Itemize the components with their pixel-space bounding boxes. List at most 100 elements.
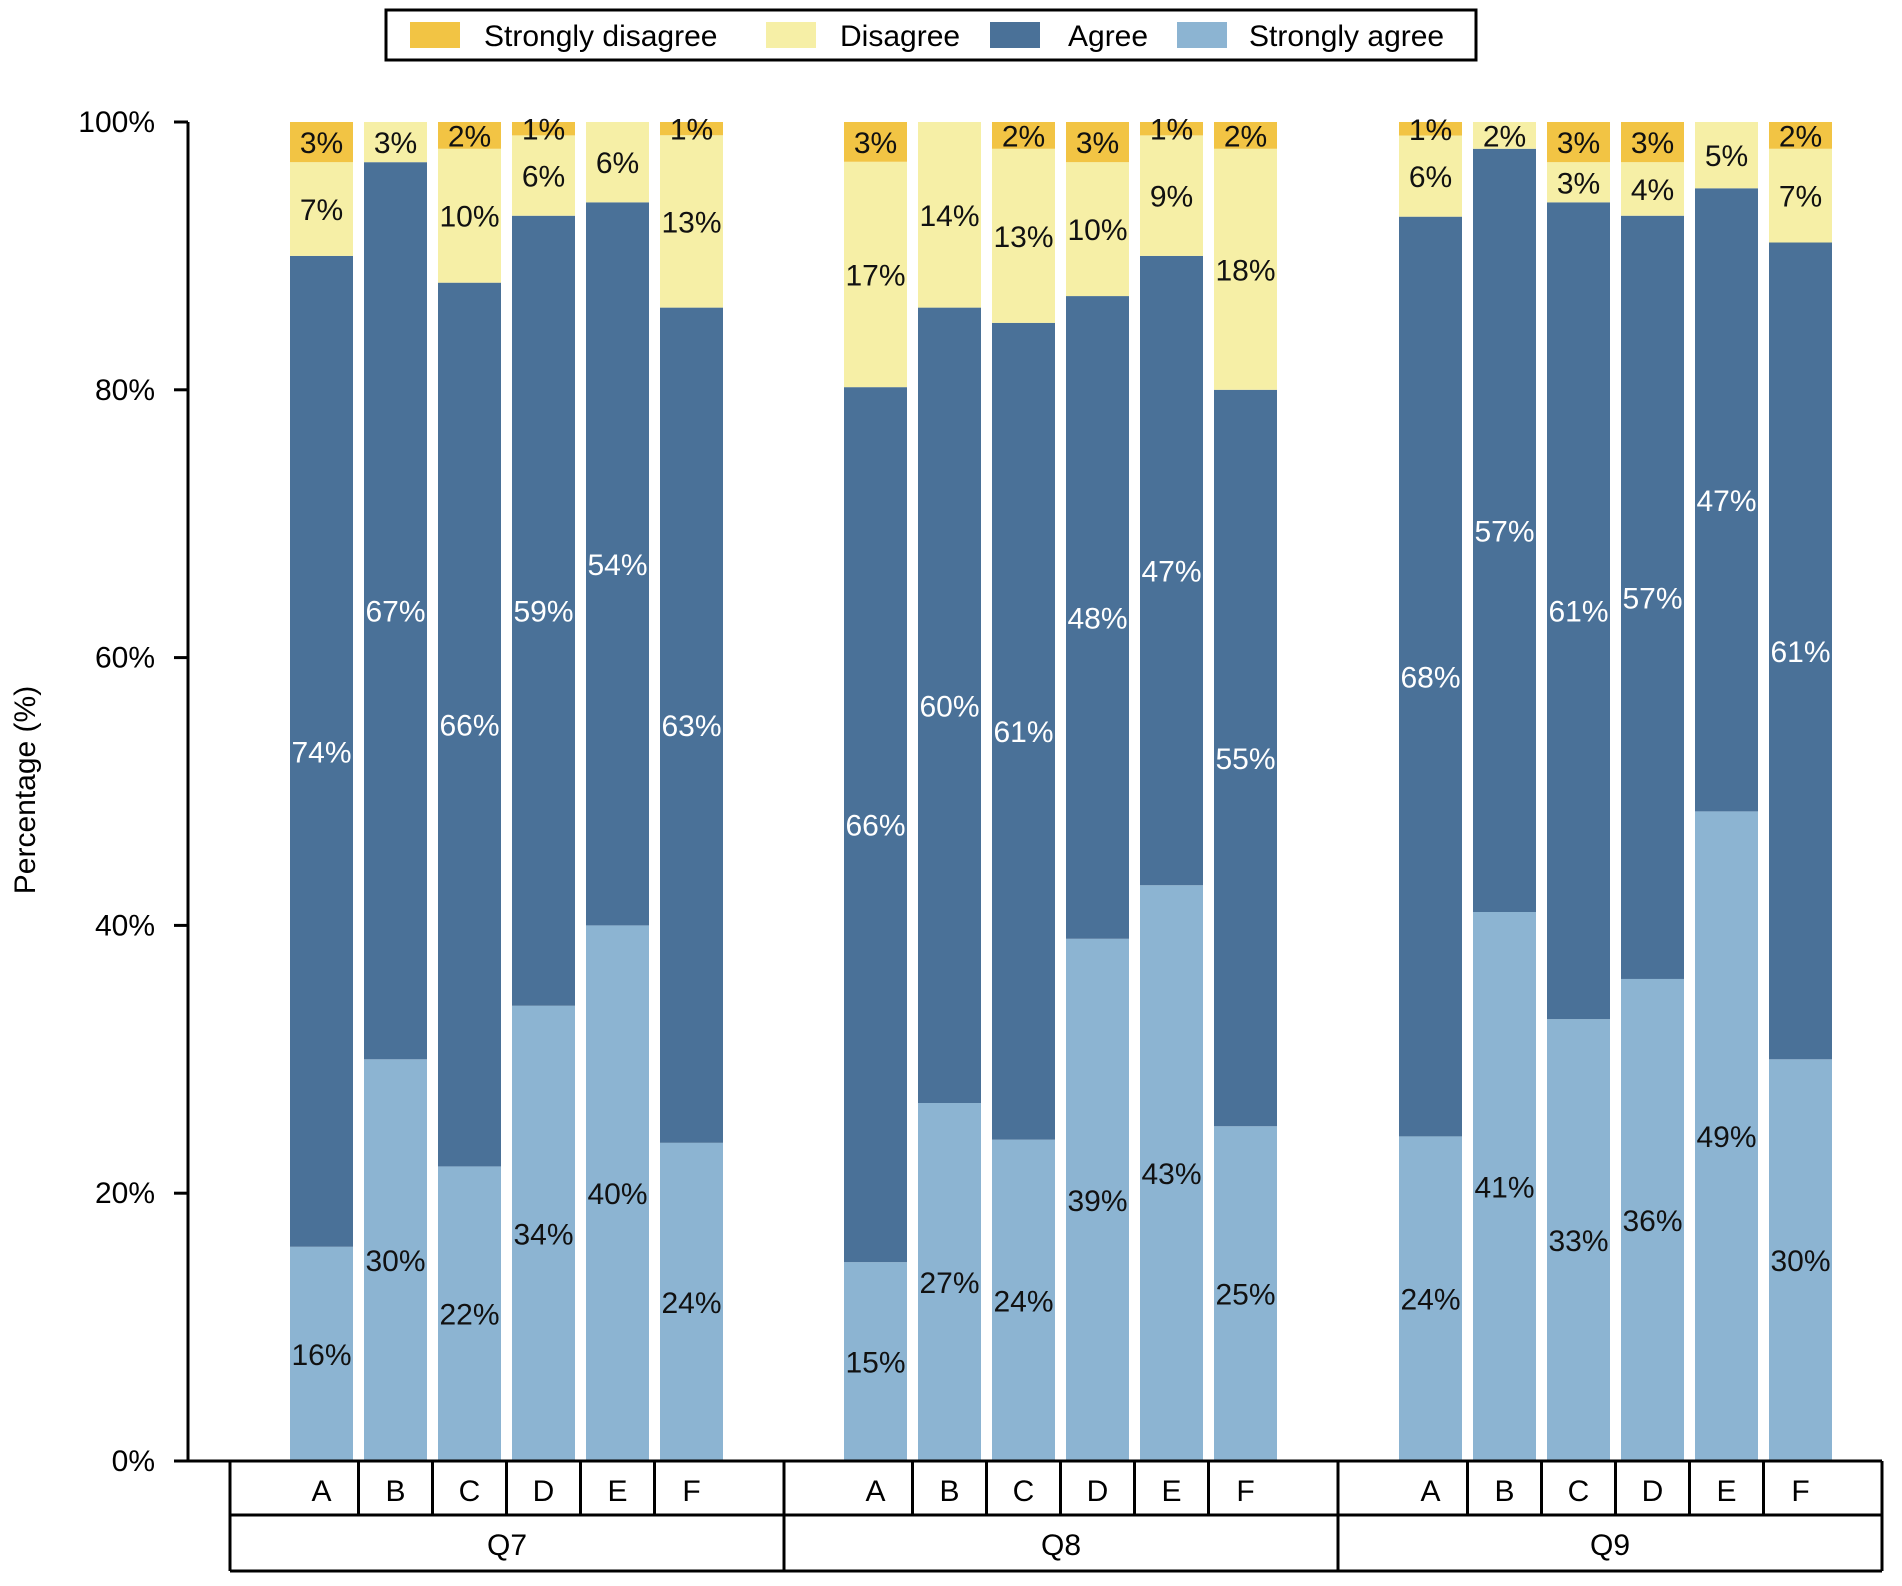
category-label-f: F bbox=[1791, 1475, 1809, 1508]
data-label: 48% bbox=[1067, 602, 1127, 635]
bar-segment-q7-b-disagree bbox=[364, 122, 427, 163]
data-label: 61% bbox=[1770, 636, 1830, 669]
bar-segment-q8-d-agree bbox=[1066, 296, 1129, 939]
category-label-a: A bbox=[311, 1475, 331, 1508]
data-label: 49% bbox=[1696, 1121, 1756, 1154]
data-label: 15% bbox=[845, 1347, 905, 1380]
bar-segment-q8-a-agree bbox=[844, 387, 907, 1263]
bar-segment-q9-d-strongly-disagree bbox=[1621, 122, 1684, 163]
bar-segment-q9-a-strongly-agree bbox=[1399, 1136, 1462, 1461]
data-label: 5% bbox=[1705, 140, 1748, 173]
bar-segment-q7-a-agree bbox=[290, 255, 353, 1247]
data-label: 30% bbox=[365, 1245, 425, 1278]
data-label: 59% bbox=[513, 596, 573, 629]
category-label-e: E bbox=[607, 1475, 627, 1508]
data-label: 74% bbox=[291, 736, 351, 769]
data-label: 41% bbox=[1474, 1172, 1534, 1205]
y-axis-label: Percentage (%) bbox=[9, 686, 42, 894]
data-label: 43% bbox=[1141, 1158, 1201, 1191]
bar-segment-q8-e-strongly-disagree bbox=[1140, 122, 1203, 136]
data-label: 1% bbox=[670, 114, 713, 147]
data-label: 3% bbox=[374, 127, 417, 160]
bar-segment-q9-b-agree bbox=[1473, 148, 1536, 913]
bar-segment-q8-b-disagree bbox=[918, 122, 981, 308]
bar-segment-q7-b-strongly-agree bbox=[364, 1059, 427, 1461]
data-label: 66% bbox=[439, 710, 499, 743]
bar-segment-q9-f-disagree bbox=[1769, 148, 1832, 243]
bar-segment-q9-b-disagree bbox=[1473, 122, 1536, 149]
data-label: 67% bbox=[365, 596, 425, 629]
group-label-q7: Q7 bbox=[487, 1529, 527, 1562]
data-label: 55% bbox=[1215, 743, 1275, 776]
data-label: 7% bbox=[1779, 181, 1822, 214]
data-label: 3% bbox=[300, 127, 343, 160]
bar-segment-q9-a-strongly-disagree bbox=[1399, 122, 1462, 136]
data-label: 3% bbox=[1557, 127, 1600, 160]
data-label: 3% bbox=[1631, 127, 1674, 160]
data-label: 7% bbox=[300, 194, 343, 227]
category-label-a: A bbox=[865, 1475, 885, 1508]
bar-segment-q8-c-strongly-agree bbox=[992, 1139, 1055, 1461]
legend-swatch-strongly-disagree bbox=[410, 22, 460, 48]
data-label: 54% bbox=[587, 549, 647, 582]
data-label: 24% bbox=[993, 1285, 1053, 1318]
data-label: 2% bbox=[448, 120, 491, 153]
bar-segment-q8-f-strongly-agree bbox=[1214, 1126, 1277, 1461]
bar-segment-q7-d-agree bbox=[512, 215, 575, 1006]
category-label-a: A bbox=[1420, 1475, 1440, 1508]
data-label: 4% bbox=[1631, 174, 1674, 207]
legend-label-strongly-agree: Strongly agree bbox=[1249, 20, 1444, 53]
bar-segment-q7-a-strongly-disagree bbox=[290, 122, 353, 163]
data-label: 1% bbox=[1150, 114, 1193, 147]
y-tick-label: 0% bbox=[112, 1445, 155, 1478]
bar-segment-q7-c-agree bbox=[438, 282, 501, 1167]
data-label: 2% bbox=[1002, 120, 1045, 153]
bar-segment-q8-f-disagree bbox=[1214, 148, 1277, 390]
category-label-d: D bbox=[1642, 1475, 1664, 1508]
category-label-d: D bbox=[1087, 1475, 1109, 1508]
legend-swatch-disagree bbox=[766, 22, 816, 48]
data-label: 25% bbox=[1215, 1279, 1275, 1312]
bar-segment-q9-f-agree bbox=[1769, 242, 1832, 1060]
bar-segment-q8-a-strongly-agree bbox=[844, 1262, 907, 1461]
data-label: 61% bbox=[993, 716, 1053, 749]
legend: Strongly disagree Disagree Agree Strongly a… bbox=[384, 8, 1478, 62]
bar-segment-q9-c-strongly-disagree bbox=[1547, 122, 1610, 163]
bar-segment-q9-c-strongly-agree bbox=[1547, 1019, 1610, 1461]
bar-segment-q9-e-disagree bbox=[1695, 122, 1758, 189]
y-axis: 0% 20% 40% 60% 80% 100% bbox=[78, 106, 190, 1478]
data-label: 3% bbox=[1076, 127, 1119, 160]
bar-segment-q9-a-agree bbox=[1399, 216, 1462, 1137]
data-label: 6% bbox=[1409, 161, 1452, 194]
category-label-b: B bbox=[939, 1475, 959, 1508]
category-label-d: D bbox=[533, 1475, 555, 1508]
bar-segment-q7-f-disagree bbox=[660, 135, 723, 308]
data-label: 36% bbox=[1622, 1205, 1682, 1238]
data-label: 16% bbox=[291, 1339, 351, 1372]
data-label: 18% bbox=[1215, 254, 1275, 287]
data-label: 40% bbox=[587, 1178, 647, 1211]
category-label-b: B bbox=[385, 1475, 405, 1508]
bar-segment-q8-d-strongly-agree bbox=[1066, 938, 1129, 1461]
bar-segment-q8-f-agree bbox=[1214, 389, 1277, 1127]
bar-segment-q9-d-agree bbox=[1621, 215, 1684, 979]
data-label: 66% bbox=[845, 810, 905, 843]
bar-segment-q8-e-disagree bbox=[1140, 135, 1203, 256]
data-label: 14% bbox=[919, 200, 979, 233]
bar-segment-q7-d-disagree bbox=[512, 135, 575, 216]
bar-segment-q7-f-agree bbox=[660, 307, 723, 1143]
bar-segment-q9-f-strongly-disagree bbox=[1769, 122, 1832, 149]
category-label-e: E bbox=[1716, 1475, 1736, 1508]
y-tick-label: 100% bbox=[78, 106, 155, 139]
data-label: 57% bbox=[1474, 515, 1534, 548]
bar-segment-q8-a-disagree bbox=[844, 161, 907, 388]
data-label: 61% bbox=[1548, 596, 1608, 629]
category-label-e: E bbox=[1161, 1475, 1181, 1508]
bar-segment-q7-f-strongly-agree bbox=[660, 1142, 723, 1461]
bar-segment-q7-e-strongly-agree bbox=[586, 925, 649, 1461]
data-label: 6% bbox=[522, 161, 565, 194]
bar-segment-q8-b-strongly-agree bbox=[918, 1103, 981, 1461]
legend-label-disagree: Disagree bbox=[840, 20, 960, 53]
bar-segment-q9-f-strongly-agree bbox=[1769, 1059, 1832, 1461]
data-label: 47% bbox=[1696, 485, 1756, 518]
